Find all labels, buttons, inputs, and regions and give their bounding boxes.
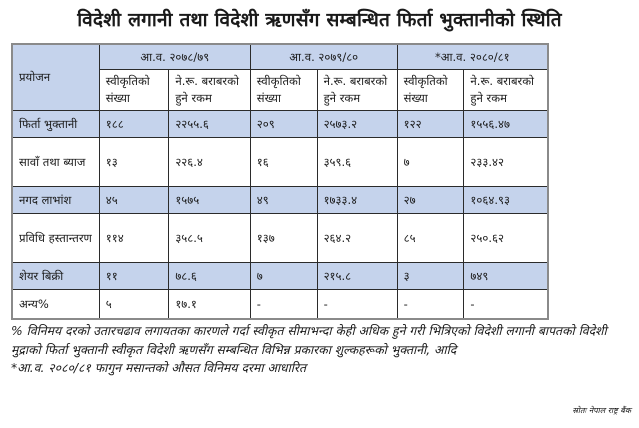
cell: २७ <box>396 186 465 214</box>
cell: २५७३.२ <box>316 110 398 138</box>
row-purpose: नगद लाभांश <box>11 186 100 214</box>
table-row: प्रविधि हस्तान्तरण ११४ ३५८.५ १३७ २६४.२ ८… <box>11 213 549 263</box>
cell: ७ <box>249 262 318 290</box>
cell: - <box>463 289 549 320</box>
cell: २२५५.६ <box>168 110 251 138</box>
cell: २६४.२ <box>316 213 398 263</box>
count-header: स्वीकृतिको संख्या <box>98 69 170 111</box>
cell: २५०.६२ <box>463 213 549 263</box>
row-purpose: अन्य% <box>11 289 100 320</box>
table-row: फिर्ता भुक्तानी १८८ २२५५.६ २०९ २५७३.२ १२… <box>11 110 549 138</box>
page-title: विदेशी लगानी तथा विदेशी ऋणसँग सम्बन्धित … <box>77 9 562 31</box>
cell: १७३३.४ <box>316 186 398 214</box>
table-row: नगद लाभांश ४५ १५७५ ४९ १७३३.४ २७ १०६४.९३ <box>11 186 549 214</box>
year-header: *आ.व. २०८०/८१ <box>396 43 549 70</box>
cell: १५७५ <box>168 186 251 214</box>
footnotes: % विनिमय दरको उतारचढाव लगायतका कारणले गर… <box>11 322 631 378</box>
cell: १३७ <box>249 213 318 263</box>
count-header: स्वीकृतिको संख्या <box>396 69 465 111</box>
row-purpose: सावाँ तथा ब्याज <box>11 137 100 187</box>
cell: १८८ <box>98 110 170 138</box>
cell: १५५६.४७ <box>463 110 549 138</box>
table-header-sub: स्वीकृतिको संख्या ने.रू. बराबरको हुने रक… <box>12 69 549 111</box>
cell: ७८.६ <box>168 262 251 290</box>
table-row: अन्य% ५ १७.१ - - - - <box>11 289 549 320</box>
cell: १७.१ <box>168 289 251 320</box>
cell: ३५९.६ <box>316 137 398 187</box>
cell: १३ <box>98 137 170 187</box>
count-header: स्वीकृतिको संख्या <box>249 69 318 111</box>
asterisk-footnote: *आ.व. २०८०/८१ फागुन मसान्तको औसत विनिमय … <box>11 361 306 375</box>
cell: ३५८.५ <box>168 213 251 263</box>
table-row: सावाँ तथा ब्याज १३ २२६.४ १६ ३५९.६ ७ २३३.… <box>11 137 549 187</box>
amount-header: ने.रू. बराबरको हुने रकम <box>316 69 398 111</box>
cell: ११४ <box>98 213 170 263</box>
cell: २२६.४ <box>168 137 251 187</box>
cell: १०६४.९३ <box>463 186 549 214</box>
cell: ५ <box>98 289 170 320</box>
amount-header: ने.रू. बराबरको हुने रकम <box>463 69 549 111</box>
cell: ४९ <box>249 186 318 214</box>
source-note: स्रोतः नेपाल राष्ट्र बैंक <box>572 406 631 415</box>
purpose-header: प्रयोजन <box>11 43 100 111</box>
repayment-table: प्रयोजन आ.व. २०७८/७९ आ.व. २०७९/८० *आ.व. … <box>11 43 549 320</box>
percent-footnote: % विनिमय दरको उतारचढाव लगायतका कारणले गर… <box>11 324 607 357</box>
cell: - <box>396 289 465 320</box>
year-header: आ.व. २०७८/७९ <box>98 43 251 70</box>
row-purpose: प्रविधि हस्तान्तरण <box>11 213 100 263</box>
cell: १६ <box>249 137 318 187</box>
cell: ४५ <box>98 186 170 214</box>
amount-header: ने.रू. बराबरको हुने रकम <box>168 69 251 111</box>
row-purpose: शेयर बिक्री <box>11 262 100 290</box>
row-purpose: फिर्ता भुक्तानी <box>11 110 100 138</box>
cell: ११ <box>98 262 170 290</box>
cell: १२२ <box>396 110 465 138</box>
cell: २१५.८ <box>316 262 398 290</box>
cell: २३३.४२ <box>463 137 549 187</box>
cell: ७ <box>396 137 465 187</box>
cell: ७४९ <box>463 262 549 290</box>
year-header: आ.व. २०७९/८० <box>249 43 398 70</box>
cell: - <box>316 289 398 320</box>
table-row: शेयर बिक्री ११ ७८.६ ७ २१५.८ ३ ७४९ <box>11 262 549 290</box>
cell: ८५ <box>396 213 465 263</box>
cell: २०९ <box>249 110 318 138</box>
cell: ३ <box>396 262 465 290</box>
cell: - <box>249 289 318 320</box>
table-header-years: प्रयोजन आ.व. २०७८/७९ आ.व. २०७९/८० *आ.व. … <box>11 43 549 111</box>
